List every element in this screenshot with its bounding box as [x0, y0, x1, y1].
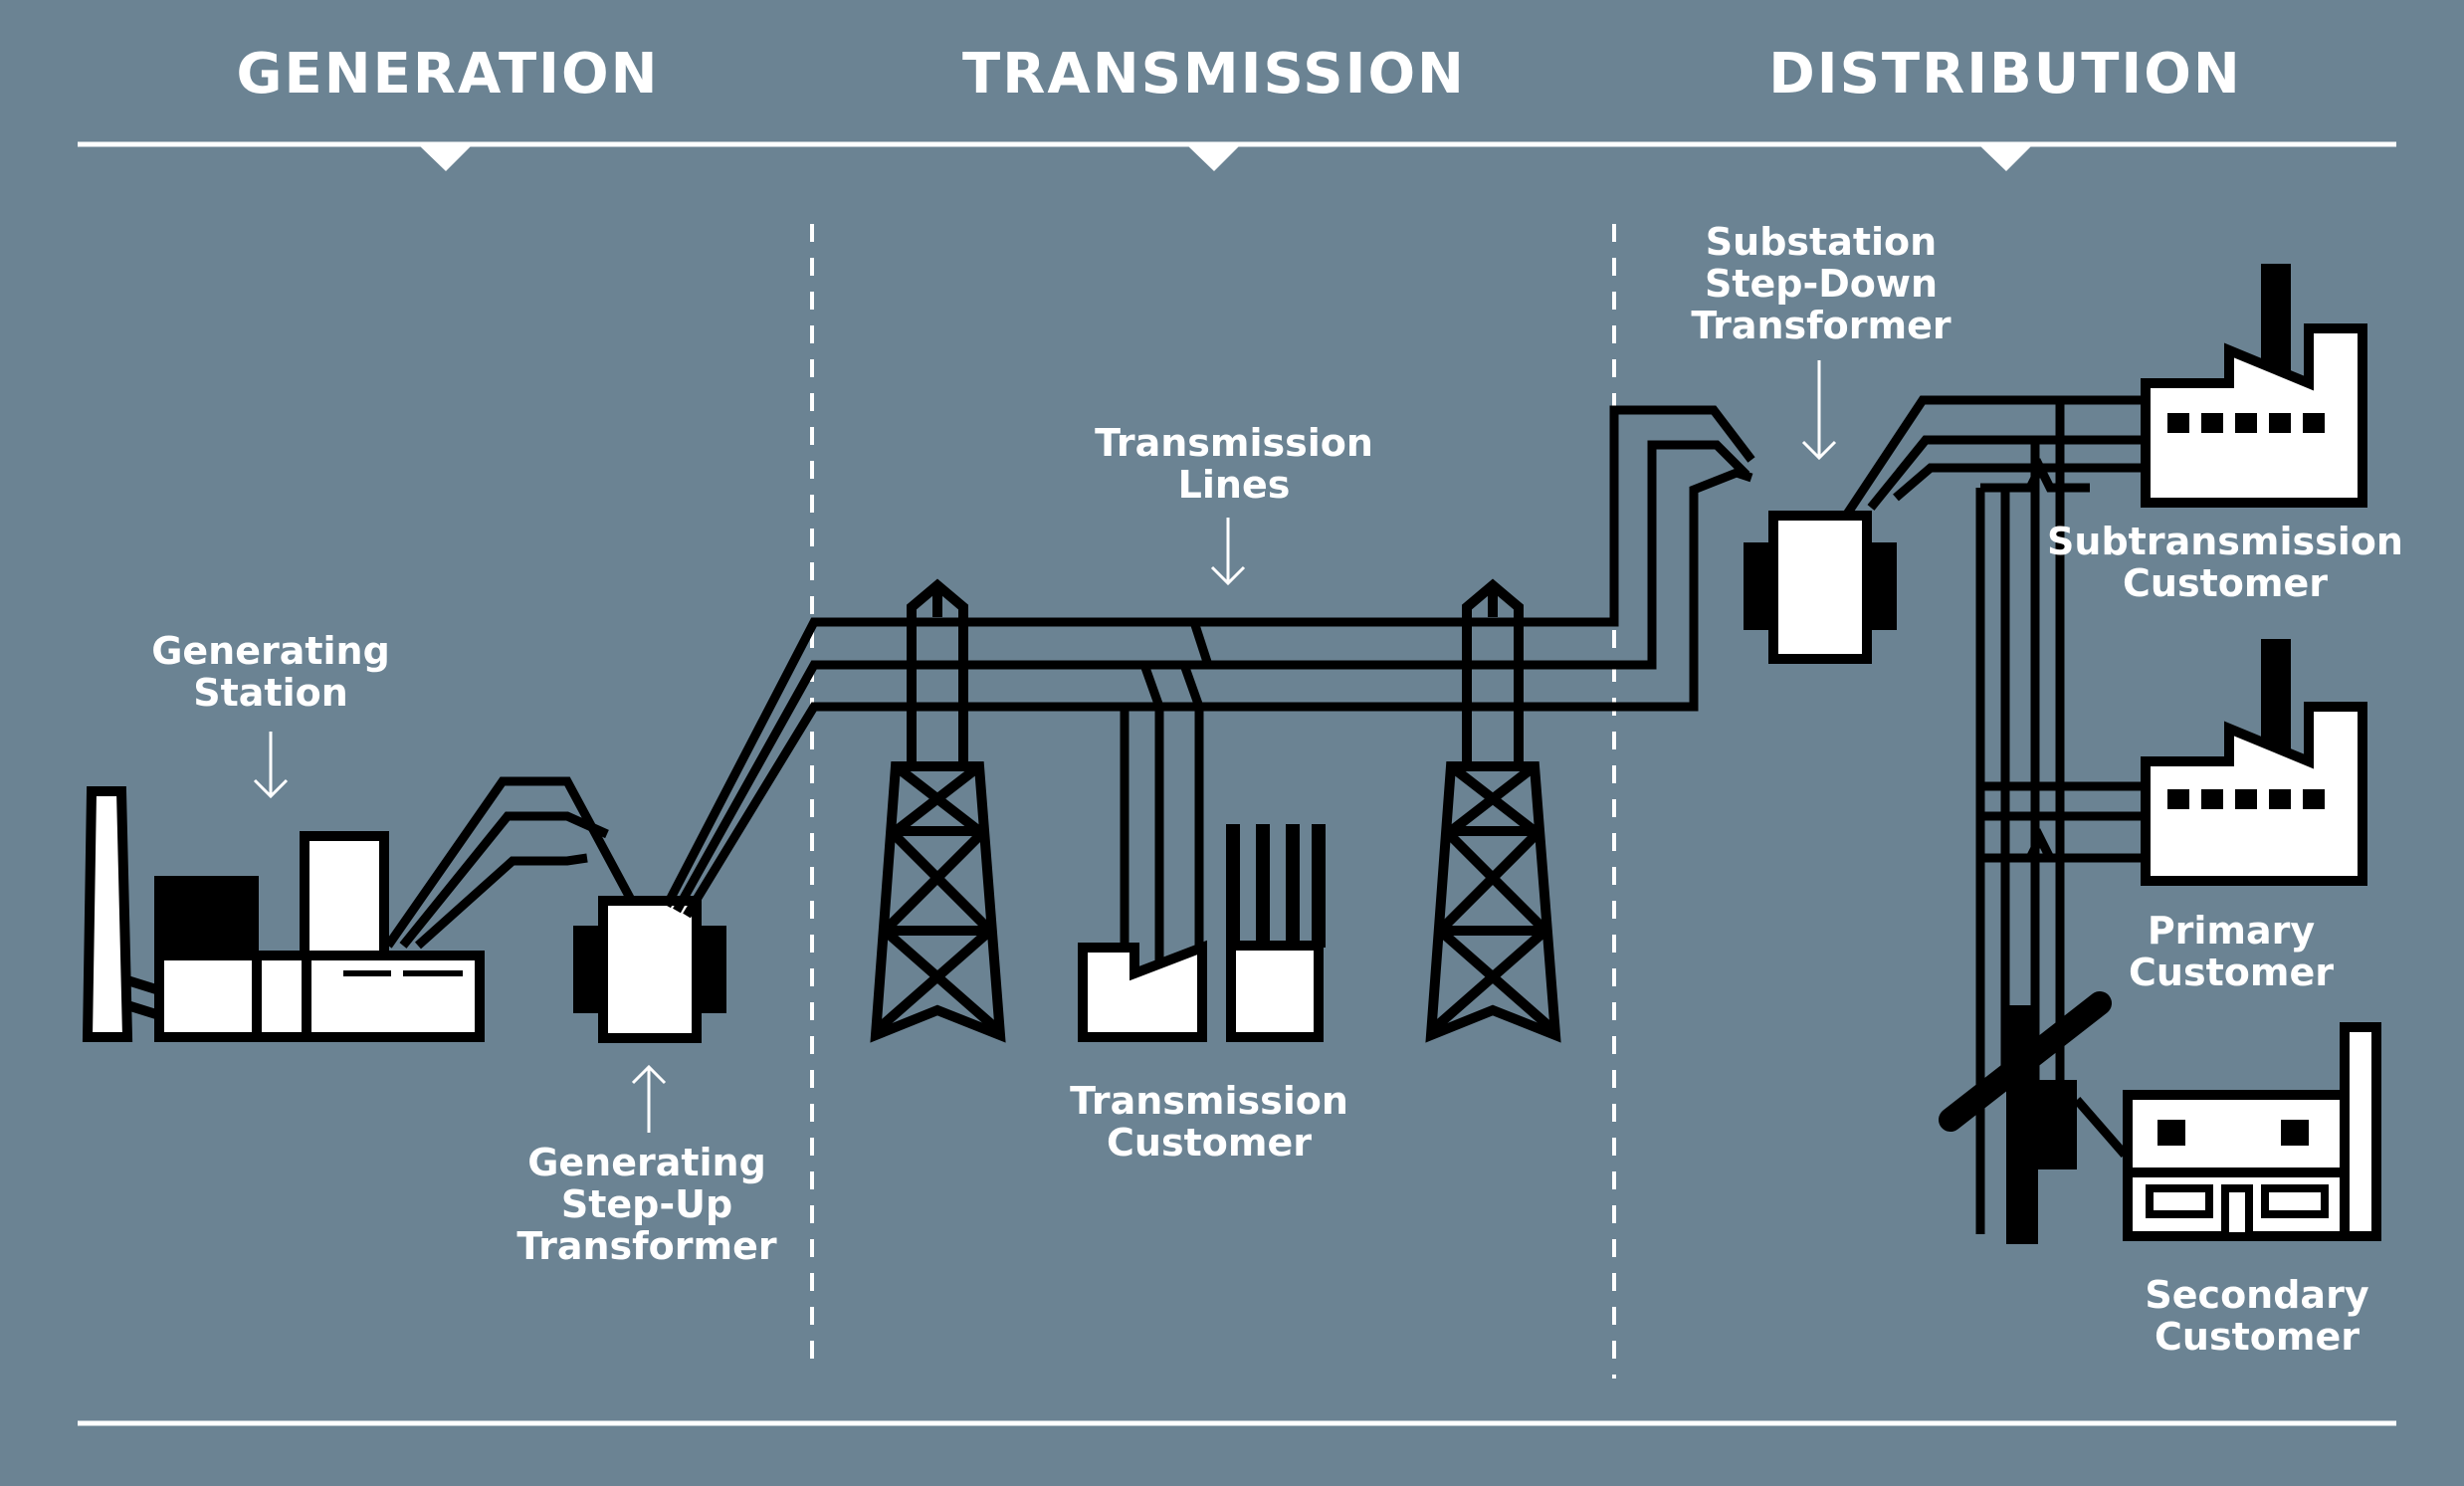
label-generating-station: Generating Station [151, 629, 390, 715]
secondary-customer-icon [2123, 1022, 2381, 1241]
arrow-generating-step-up [631, 1064, 667, 1133]
pointer-transmission [1186, 144, 1241, 171]
label-secondary-customer: Secondary Customer [2145, 1273, 2369, 1359]
transmission-tower-left-icon [870, 578, 1006, 1043]
arrow-generating-station [253, 732, 289, 799]
utility-pole-icon [1939, 991, 2129, 1244]
header-rule [78, 141, 2396, 171]
section-title-transmission: TRANSMISSION [962, 42, 1466, 106]
section-title-distribution: DISTRIBUTION [1768, 42, 2242, 106]
arrow-substation-step-down [1801, 360, 1837, 461]
transmission-customer-icon [1078, 824, 1326, 1042]
label-generating-step-up-transformer: Generating Step-Up Transformer [516, 1141, 777, 1268]
transmission-lines [663, 405, 1755, 1035]
pointer-distribution [1978, 144, 2033, 171]
generating-station-icon [82, 786, 485, 1042]
arrow-transmission-lines [1210, 518, 1246, 586]
label-transmission-lines: Transmission Lines [1095, 421, 1373, 507]
label-primary-customer: Primary Customer [2129, 909, 2334, 994]
generating-step-up-transformer-icon [573, 896, 726, 1043]
subtransmission-customer-icon [2141, 264, 2367, 508]
label-subtransmission-customer: Subtransmission Customer [2047, 520, 2403, 605]
label-transmission-customer: Transmission Customer [1070, 1079, 1348, 1165]
section-title-generation: GENERATION [236, 42, 660, 106]
primary-customer-icon [2141, 639, 2367, 886]
station-to-transformer-lines [384, 776, 641, 950]
label-arrows [253, 360, 1837, 1133]
substation-step-down-transformer-icon [1744, 511, 1897, 664]
label-substation-step-down-transformer: Substation Step-Down Transformer [1691, 220, 1951, 347]
transmission-tower-right-icon [1425, 578, 1561, 1043]
pointer-generation [418, 144, 473, 171]
